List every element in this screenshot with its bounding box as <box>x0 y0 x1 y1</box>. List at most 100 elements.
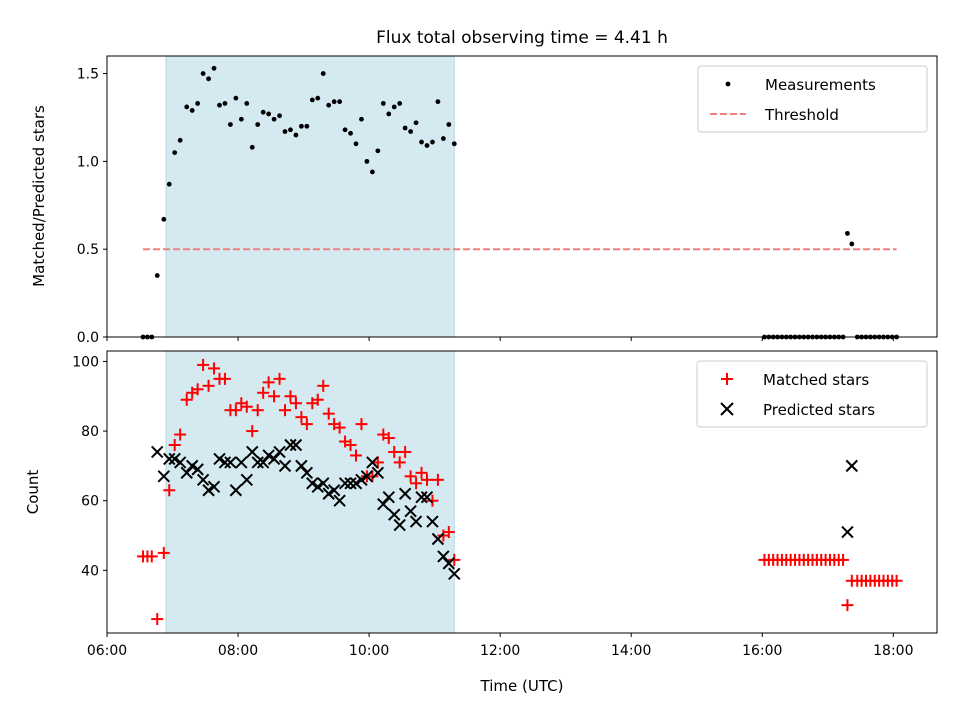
measurement-point <box>184 104 190 110</box>
measurement-point <box>430 139 435 145</box>
predicted-marker-b <box>393 518 406 532</box>
bottom-legend: Matched stars Predicted stars <box>696 360 928 428</box>
top-panel: 0.0 0.5 1.0 1.5 Matched/Predicted stars Mea… <box>30 55 938 346</box>
measurement-point <box>189 108 195 113</box>
matched-star-point <box>350 449 362 462</box>
predicted-star-point <box>442 557 456 570</box>
measurement-point <box>397 101 403 106</box>
top-ytick-label: 1.5 <box>77 67 99 83</box>
predicted-star-point <box>229 484 243 497</box>
predicted-star-point <box>415 491 428 504</box>
xtick-label: 08:00 <box>218 643 258 659</box>
xtick-label: 16:00 <box>742 643 782 659</box>
predicted-marker-b <box>404 504 417 518</box>
predicted-marker-b <box>338 477 352 490</box>
matched-star-point <box>371 456 384 469</box>
predicted-star-point <box>191 463 204 476</box>
measurement-point <box>228 122 233 127</box>
bottom-panel: 40 60 80 100 06:00 08:00 10:00 12:00 14:00 16:00… <box>24 350 938 695</box>
matched-star-point <box>366 470 379 483</box>
legend-marker-matched <box>721 373 733 385</box>
predicted-star-point <box>322 487 335 500</box>
measurement-point <box>222 101 228 106</box>
measurement-point <box>249 144 255 150</box>
predicted-star-point <box>284 438 297 452</box>
measurement-point <box>260 109 266 115</box>
matched-star-point <box>344 439 357 451</box>
predicted-marker-b <box>311 480 324 493</box>
measurement-point <box>315 95 321 101</box>
measurement-point <box>402 125 408 131</box>
predicted-marker-b <box>377 497 390 511</box>
measurement-point <box>154 273 160 278</box>
predicted-marker-b <box>151 445 164 459</box>
predicted-marker-b <box>235 456 248 469</box>
predicted-star-point <box>393 518 406 532</box>
predicted-star-point <box>273 445 286 459</box>
matched-star-point <box>229 404 242 417</box>
predicted-star-point <box>437 550 450 563</box>
predicted-marker-b <box>420 491 434 504</box>
predicted-star-point <box>300 466 314 480</box>
predicted-star-point <box>289 438 303 452</box>
top-span-shading <box>165 55 455 338</box>
legend-label-predicted: Predicted stars <box>763 401 875 419</box>
measurement-point <box>288 127 293 133</box>
predicted-marker-b <box>207 480 221 493</box>
measurement-point <box>298 123 304 129</box>
bottom-ytick-label: 80 <box>81 424 99 440</box>
measurement-point <box>380 101 386 106</box>
predicted-star-point <box>251 456 264 469</box>
measurement-point <box>320 71 326 76</box>
bottom-ytick-label: 60 <box>81 494 99 510</box>
predicted-star-point <box>278 459 292 473</box>
measurement-point <box>408 129 414 134</box>
matched-star-point <box>218 372 231 385</box>
matched-star-point <box>841 599 854 612</box>
measurement-point <box>238 116 244 122</box>
xtick-label: 18:00 <box>873 643 913 659</box>
bottom-axes-frame <box>106 350 938 634</box>
predicted-star-point <box>163 452 176 466</box>
measurement-point <box>217 102 222 108</box>
predicted-star-point <box>404 504 417 518</box>
predicted-marker-b <box>388 508 401 521</box>
matched-star-point <box>208 362 221 375</box>
measurement-point <box>326 102 332 108</box>
predicted-marker-b <box>327 484 341 497</box>
predicted-marker-b <box>289 438 303 452</box>
matched-star-point <box>448 553 461 566</box>
measurement-point <box>266 111 272 117</box>
predicted-marker-b <box>251 456 264 469</box>
top-legend: Measurements Threshold <box>697 65 928 133</box>
predicted-star-point <box>246 445 259 459</box>
measurement-point <box>391 104 397 110</box>
matched-star-point <box>404 470 417 483</box>
measurement-point <box>353 141 359 147</box>
measurement-point <box>293 132 299 138</box>
measurement-point <box>369 169 375 175</box>
predicted-marker-b <box>256 456 270 469</box>
measurement-point <box>375 148 381 154</box>
top-ytick-label: 0.0 <box>77 330 99 346</box>
top-ylabel: Matched/Predicted stars <box>30 105 48 287</box>
matched-star-point <box>157 546 170 559</box>
predicted-star-point <box>426 515 439 528</box>
predicted-marker-b <box>333 494 346 507</box>
measurement-point <box>304 123 310 129</box>
measurement-point <box>435 99 441 105</box>
predicted-star-point <box>366 456 379 469</box>
predicted-star-point <box>151 445 164 459</box>
predicted-marker-b <box>300 466 314 480</box>
predicted-star-point <box>355 473 368 487</box>
matched-star-point <box>311 393 324 406</box>
predicted-star-point <box>371 466 385 480</box>
matched-star-point <box>163 484 176 497</box>
matched-star-point <box>382 432 395 445</box>
xtick-label: 10:00 <box>349 643 389 659</box>
matched-star-point <box>168 439 181 451</box>
measurement-point <box>419 139 424 145</box>
measurement-point <box>331 99 337 105</box>
measurement-point <box>849 241 855 247</box>
predicted-marker-b <box>213 452 226 466</box>
